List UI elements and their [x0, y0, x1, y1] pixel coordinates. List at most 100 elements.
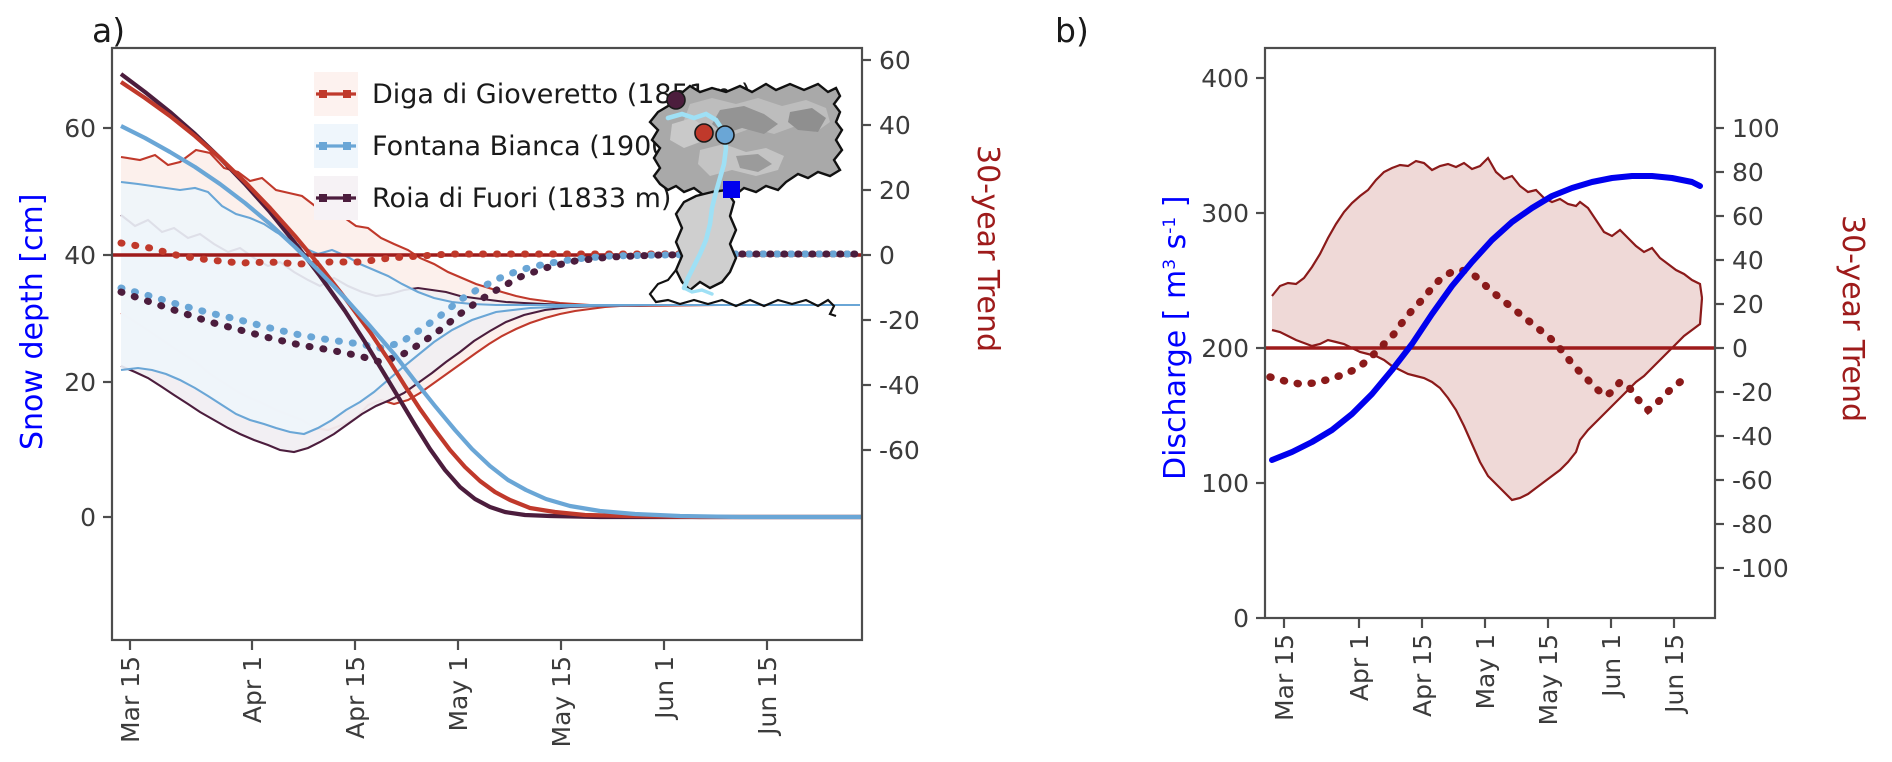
panel-b: b) 0 100 200 — [1055, 11, 1870, 725]
panel-a-xtick-may15: May 15 — [547, 656, 576, 747]
panel-b-xtick-jun15: Jun 15 — [1660, 634, 1689, 715]
panel-b-left-axis-label-sup1: 3 — [1160, 259, 1180, 270]
panel-b-y2tick-80: 80 — [1732, 158, 1764, 187]
panel-a-y2tick-20: 20 — [879, 176, 911, 205]
panel-b-ytick-0: 0 — [1233, 604, 1249, 633]
panel-b-xtick-mar15: Mar 15 — [1270, 634, 1299, 721]
panel-b-y2tick-100: 100 — [1732, 114, 1780, 143]
panel-b-ytick-300: 300 — [1201, 199, 1249, 228]
diga-di-gioveretto-marker[interactable] — [694, 123, 714, 143]
band-fontana-bianca-upper-edge — [120, 180, 860, 307]
panel-a-ytick-20: 20 — [64, 368, 96, 397]
panel-b-y2tick-0: 0 — [1732, 334, 1748, 363]
band-discharge-upper-edge — [1271, 156, 1704, 299]
panel-a-y2tick-m60: -60 — [879, 436, 920, 465]
panel-a-y2tick-40: 40 — [879, 111, 911, 140]
panel-a-y2tick-m40: -40 — [879, 371, 920, 400]
panel-b-xtick-jun1: Jun 1 — [1597, 634, 1626, 699]
panel-b-xtick-apr1: Apr 1 — [1345, 634, 1374, 701]
panel-b-y2tick-m100: -100 — [1732, 554, 1789, 583]
panel-b-right-axis-label: 30-year Trend — [1835, 215, 1870, 422]
panel-a-left-axis-label: Snow depth [cm] — [15, 194, 50, 450]
panel-a-xtick-jun1: Jun 1 — [650, 656, 679, 721]
panel-a-right-ticks: 60 40 20 0 -20 -40 -60 — [862, 46, 920, 465]
panel-b-xtick-may15: May 15 — [1534, 634, 1563, 725]
roia-di-fuori-marker[interactable] — [666, 90, 686, 110]
panel-a-y2tick-m20: -20 — [879, 306, 920, 335]
legend-marker-diga-right — [343, 90, 351, 98]
panel-b-band — [1271, 156, 1704, 502]
panel-b-y2tick-40: 40 — [1732, 246, 1764, 275]
panel-a: a) — [15, 11, 1005, 747]
legend-label-roia-di-fuori: Roia di Fuori (1833 m) — [372, 183, 671, 214]
legend-marker-diga-left — [319, 90, 327, 98]
panel-a-y2tick-0: 0 — [879, 241, 895, 270]
panel-b-left-axis-label-base: Discharge [ m — [1158, 270, 1193, 480]
trend-diga-di-gioveretto — [117, 239, 862, 268]
panel-a-trend-lines — [117, 239, 862, 366]
panel-b-letter: b) — [1055, 11, 1089, 50]
legend-marker-fontana-left — [319, 142, 327, 150]
panel-b-left-axis-label: Discharge [ m3 s-1 ] — [1158, 196, 1193, 480]
panel-a-ytick-0: 0 — [80, 503, 96, 532]
panel-b-left-axis-label-sup2: -1 — [1160, 217, 1180, 234]
panel-b-left-axis-label-mid: s — [1158, 234, 1193, 259]
band-discharge-trend — [1272, 158, 1702, 500]
panel-b-y2tick-m80: -80 — [1732, 510, 1773, 539]
trend-fontana-bianca — [117, 250, 862, 352]
inset-map — [648, 82, 844, 318]
panel-b-mean-curve — [1269, 173, 1703, 463]
panel-b-right-ticks: 100 80 60 40 20 0 -20 -40 -60 -80 -100 — [1715, 114, 1789, 583]
panel-a-frame — [110, 46, 864, 642]
panel-b-frame — [1263, 46, 1717, 620]
panel-a-xtick-apr1: Apr 1 — [238, 656, 267, 723]
panel-a-y2tick-60: 60 — [879, 46, 911, 75]
legend-marker-roia-left — [319, 194, 327, 202]
panel-b-xtick-may1: May 1 — [1471, 634, 1500, 710]
legend-marker-roia-right — [343, 194, 351, 202]
panel-a-xtick-may1: May 1 — [444, 656, 473, 732]
panel-b-ytick-100: 100 — [1201, 469, 1249, 498]
panel-a-right-axis-label: 30-year Trend — [970, 145, 1005, 352]
panel-a-letter: a) — [92, 11, 125, 50]
panel-b-y2tick-m40: -40 — [1732, 422, 1773, 451]
band-fontana-bianca-lower-edge — [120, 303, 860, 436]
trend-roia-di-fuori — [117, 250, 862, 366]
mean-discharge — [1269, 173, 1703, 463]
panel-a-xtick-apr15: Apr 15 — [341, 656, 370, 739]
panel-b-left-axis-label-tail: ] — [1158, 196, 1193, 217]
panel-a-xtick-jun15: Jun 15 — [753, 656, 782, 737]
panel-a-ytick-60: 60 — [64, 114, 96, 143]
panel-b-xtick-apr15: Apr 15 — [1408, 634, 1437, 717]
panel-b-ytick-200: 200 — [1201, 334, 1249, 363]
band-fontana-bianca — [121, 182, 860, 434]
panel-b-ytick-400: 400 — [1201, 64, 1249, 93]
panel-b-y2tick-m60: -60 — [1732, 466, 1773, 495]
legend-marker-fontana-right — [343, 142, 351, 150]
fontana-bianca-marker[interactable] — [715, 125, 735, 145]
panel-a-mean-curves — [119, 72, 862, 520]
panel-a-xtick-mar15: Mar 15 — [116, 656, 145, 743]
panel-b-y2tick-m20: -20 — [1732, 378, 1773, 407]
panel-a-bands — [120, 148, 860, 454]
mean-diga-di-gioveretto — [119, 80, 862, 520]
panel-b-left-ticks: 0 100 200 300 400 — [1201, 64, 1265, 633]
mean-fontana-bianca — [120, 124, 862, 520]
band-diga-di-gioveretto-upper-edge — [120, 148, 860, 307]
panel-b-x-ticks: Mar 15 Apr 1 Apr 15 May 1 May 15 Jun 1 J… — [1270, 618, 1689, 725]
map-country-border — [648, 269, 837, 318]
gauging-station-marker[interactable] — [723, 181, 740, 198]
trend-discharge-dotted — [1266, 266, 1692, 415]
map-river — [665, 111, 729, 291]
panel-a-ytick-40: 40 — [64, 241, 96, 270]
panel-a-x-ticks: Mar 15 Apr 1 Apr 15 May 1 May 15 Jun 1 J… — [116, 640, 782, 747]
panel-b-y2tick-60: 60 — [1732, 202, 1764, 231]
panel-b-y2tick-20: 20 — [1732, 290, 1764, 319]
band-discharge-lower-edge — [1271, 297, 1704, 502]
map-river-lower — [682, 286, 714, 296]
band-roia-di-fuori-lower-edge — [120, 303, 860, 454]
panel-a-left-ticks: 0 20 40 60 — [64, 114, 112, 532]
panel-b-trend-line — [1266, 266, 1692, 415]
